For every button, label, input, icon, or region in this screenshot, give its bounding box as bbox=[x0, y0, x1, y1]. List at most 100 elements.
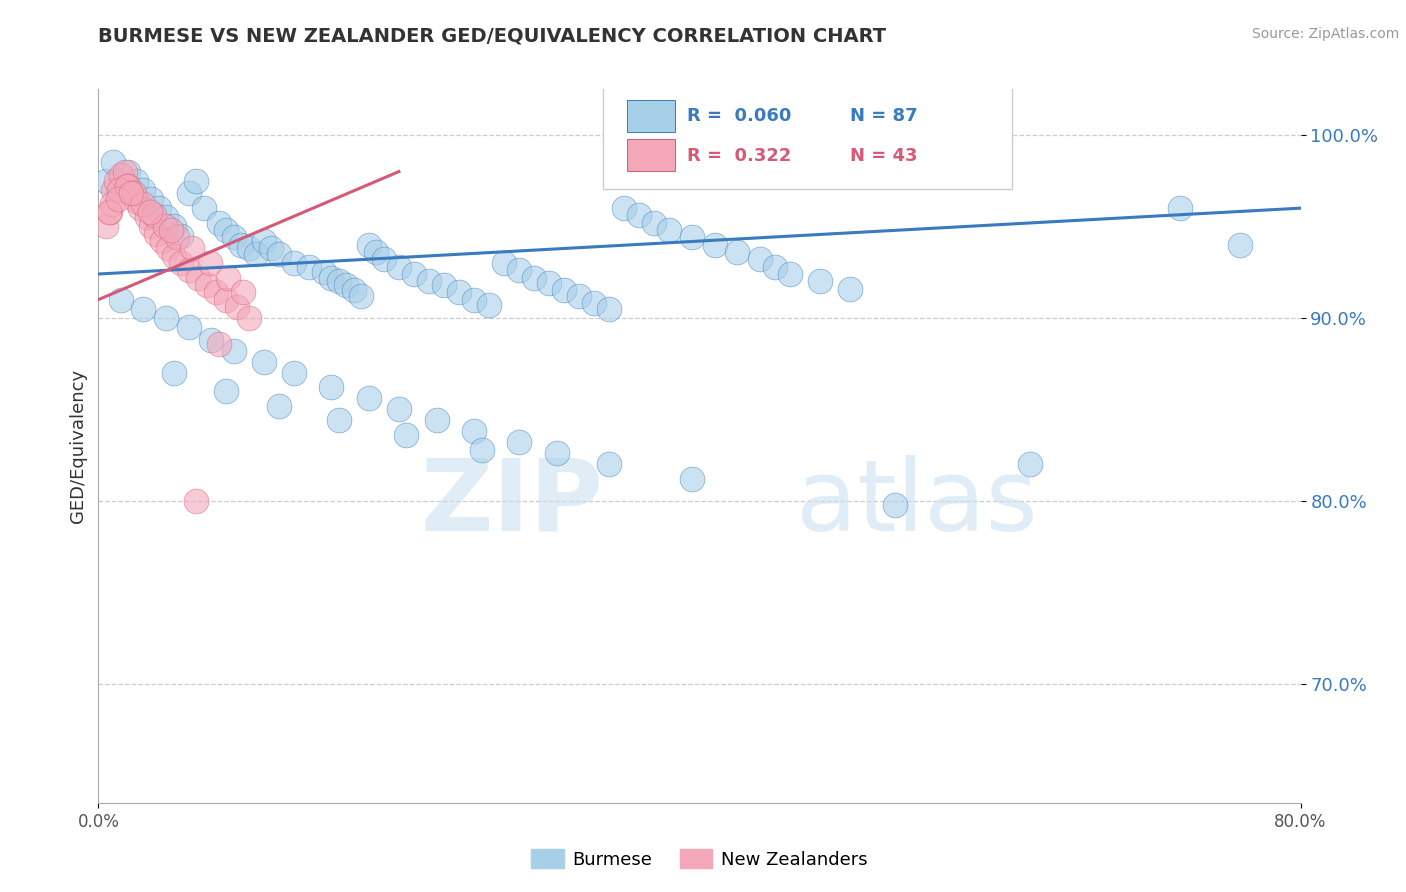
Point bbox=[335, 277, 357, 292]
Point bbox=[883, 498, 905, 512]
Point bbox=[177, 186, 200, 201]
Point bbox=[125, 194, 148, 208]
Point bbox=[508, 435, 530, 450]
Point bbox=[245, 247, 267, 261]
Point bbox=[328, 413, 350, 427]
Point bbox=[447, 285, 470, 300]
Point bbox=[138, 204, 160, 219]
Text: N = 87: N = 87 bbox=[849, 107, 917, 125]
Point bbox=[117, 179, 139, 194]
Point bbox=[139, 219, 162, 234]
Text: R =  0.322: R = 0.322 bbox=[688, 146, 792, 164]
Point bbox=[143, 209, 166, 223]
Point bbox=[114, 164, 136, 178]
Text: N = 43: N = 43 bbox=[849, 146, 917, 164]
Point bbox=[103, 183, 125, 197]
FancyBboxPatch shape bbox=[603, 82, 1012, 189]
Point bbox=[463, 425, 485, 439]
Point bbox=[508, 263, 530, 277]
Point bbox=[267, 399, 290, 413]
Point bbox=[100, 204, 122, 219]
Point bbox=[148, 201, 170, 215]
Point bbox=[283, 366, 305, 380]
Point bbox=[598, 458, 620, 472]
Bar bbox=[627, 139, 675, 171]
Point bbox=[145, 227, 167, 241]
Point bbox=[808, 274, 831, 288]
Point bbox=[162, 249, 184, 263]
Point bbox=[110, 293, 132, 307]
Point bbox=[253, 234, 276, 248]
Point bbox=[523, 270, 546, 285]
Text: R =  0.060: R = 0.060 bbox=[688, 107, 792, 125]
Point bbox=[101, 197, 124, 211]
Point bbox=[107, 192, 129, 206]
Point bbox=[166, 230, 188, 244]
Point bbox=[260, 241, 283, 255]
Point bbox=[763, 260, 786, 274]
Point bbox=[132, 183, 155, 197]
Point bbox=[553, 284, 575, 298]
Point bbox=[162, 219, 184, 234]
Point bbox=[433, 277, 456, 292]
Point bbox=[568, 289, 591, 303]
Point bbox=[1019, 458, 1042, 472]
Point bbox=[187, 270, 209, 285]
Legend: Burmese, New Zealanders: Burmese, New Zealanders bbox=[524, 842, 875, 876]
Point bbox=[321, 270, 343, 285]
Point bbox=[159, 223, 181, 237]
Point bbox=[170, 228, 193, 243]
Point bbox=[703, 237, 725, 252]
Point bbox=[139, 192, 162, 206]
Y-axis label: GED/Equivalency: GED/Equivalency bbox=[69, 369, 87, 523]
Point bbox=[135, 211, 157, 225]
Point bbox=[681, 472, 703, 486]
Point bbox=[200, 333, 222, 347]
Point bbox=[598, 301, 620, 316]
Point bbox=[115, 179, 138, 194]
Point bbox=[222, 343, 245, 358]
Point bbox=[546, 446, 568, 460]
Point bbox=[238, 241, 260, 255]
Point bbox=[613, 201, 636, 215]
Text: ZIP: ZIP bbox=[420, 455, 603, 551]
Point bbox=[121, 186, 143, 201]
Point bbox=[283, 256, 305, 270]
Point bbox=[321, 380, 343, 394]
Point bbox=[103, 155, 125, 169]
Point bbox=[170, 256, 193, 270]
Point bbox=[373, 252, 395, 267]
Point bbox=[388, 402, 411, 417]
Point bbox=[105, 174, 128, 188]
Point bbox=[232, 285, 254, 300]
Point bbox=[471, 442, 494, 457]
Point bbox=[184, 174, 207, 188]
Point bbox=[94, 174, 117, 188]
Point bbox=[222, 230, 245, 244]
Point bbox=[132, 301, 155, 316]
Point bbox=[357, 237, 380, 252]
Point bbox=[343, 284, 366, 298]
Point bbox=[748, 252, 770, 267]
Point bbox=[217, 270, 239, 285]
Point bbox=[117, 164, 139, 178]
Point bbox=[395, 428, 418, 442]
Point bbox=[725, 245, 748, 260]
Point bbox=[108, 183, 131, 197]
Point bbox=[231, 237, 253, 252]
Point bbox=[425, 413, 447, 427]
Point bbox=[153, 219, 176, 234]
Point bbox=[779, 267, 801, 281]
Point bbox=[156, 241, 179, 255]
Point bbox=[463, 293, 485, 307]
Point bbox=[129, 201, 152, 215]
Bar bbox=[627, 100, 675, 132]
Point bbox=[328, 274, 350, 288]
Point bbox=[121, 186, 143, 201]
Point bbox=[478, 298, 501, 312]
Point bbox=[177, 320, 200, 334]
Point bbox=[643, 216, 665, 230]
Point bbox=[628, 209, 651, 223]
Point bbox=[110, 168, 132, 182]
Point bbox=[177, 263, 200, 277]
